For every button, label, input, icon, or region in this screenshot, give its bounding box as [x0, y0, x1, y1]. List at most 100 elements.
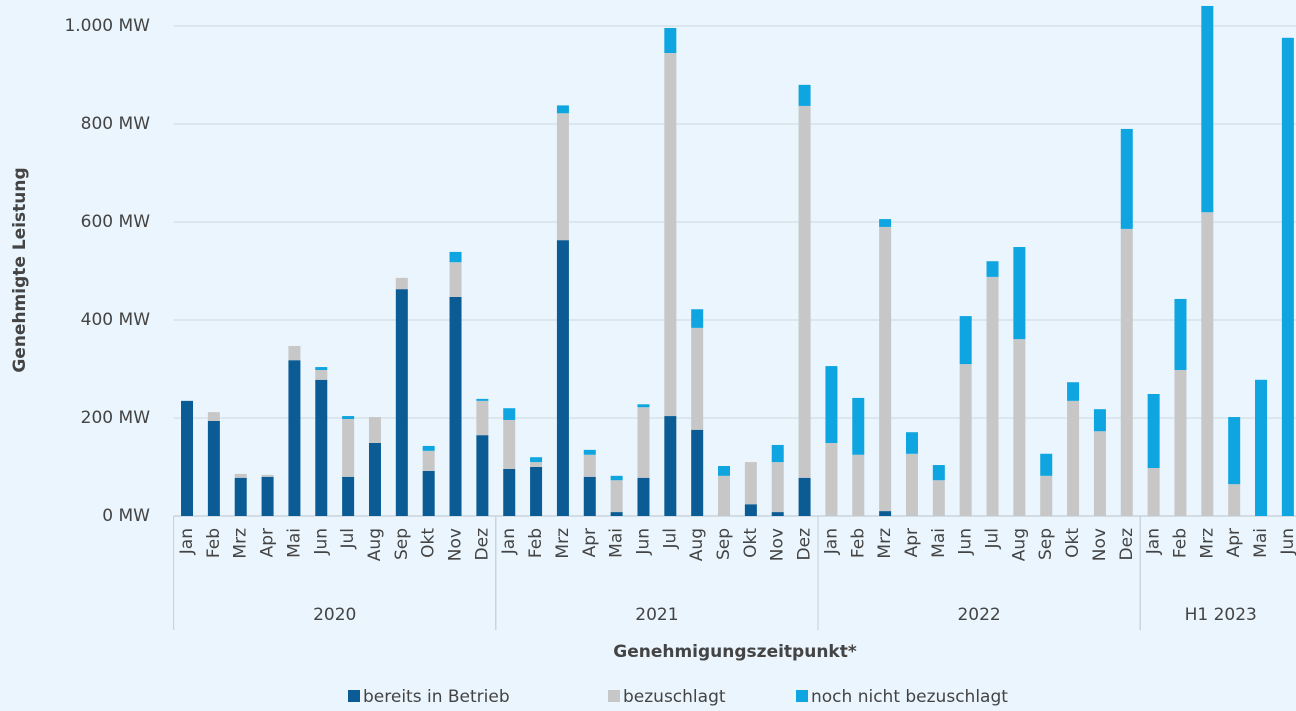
bar-segment	[852, 454, 865, 516]
bar-segment	[503, 468, 516, 516]
x-tick-label: Mrz	[553, 528, 573, 559]
y-tick-label: 0 MW	[102, 506, 150, 526]
bar-segment	[422, 450, 435, 471]
bar-segment	[959, 364, 972, 516]
bar-segment	[530, 462, 543, 468]
group-label: 2022	[957, 605, 1000, 625]
bar-segment	[1013, 247, 1026, 340]
bar-segment	[530, 457, 543, 463]
bar-segment	[181, 400, 194, 516]
x-tick-label: Aug	[365, 528, 385, 561]
x-tick-label: Jan	[177, 528, 197, 555]
x-tick-label: Nov	[768, 528, 788, 561]
x-tick-label: Mai	[1251, 528, 1271, 558]
x-tick-label: Jan	[821, 528, 841, 555]
bar-segment	[637, 407, 650, 478]
bar-segment	[825, 442, 838, 516]
bar-segment	[691, 309, 704, 328]
bar-segment	[1040, 453, 1053, 476]
bar-segment	[476, 435, 489, 516]
bar-segment	[583, 449, 596, 455]
bar-segment	[744, 504, 757, 516]
bar-segment	[637, 404, 650, 408]
bar-segment	[1040, 475, 1053, 516]
bar-segment	[476, 400, 489, 436]
bar-segment	[744, 462, 757, 505]
bar-segment	[1228, 484, 1241, 516]
bar-segment	[691, 429, 704, 516]
x-tick-label: Jul	[660, 528, 680, 550]
legend-swatch	[348, 690, 360, 702]
x-tick-label: Mrz	[231, 528, 251, 559]
bar-segment	[449, 296, 462, 516]
bar-segment	[718, 466, 731, 476]
bar-segment	[342, 418, 355, 477]
x-tick-label: Dez	[1117, 528, 1137, 561]
group-label: 2020	[313, 605, 356, 625]
bar-segment	[1201, 212, 1214, 516]
x-tick-label: Sep	[714, 528, 734, 560]
bar-segment	[798, 477, 811, 516]
x-tick-label: Apr	[258, 528, 278, 557]
y-tick-label: 200 MW	[81, 408, 151, 428]
bar-segment	[905, 453, 918, 516]
bar-segment	[1281, 37, 1294, 516]
bar-segment	[583, 476, 596, 516]
x-tick-label: Okt	[1063, 528, 1083, 558]
bar-segment	[798, 105, 811, 478]
group-label: H1 2023	[1185, 605, 1257, 625]
bar-segment	[1067, 400, 1080, 516]
bar-segment	[315, 369, 328, 380]
x-tick-label: Jun	[311, 528, 331, 556]
x-tick-label: Dez	[795, 528, 815, 561]
bar-segment	[1013, 339, 1026, 516]
bar-segment	[610, 480, 623, 513]
bar-segment	[1067, 382, 1080, 401]
x-tick-label: Jul	[338, 528, 358, 550]
x-tick-label: Feb	[526, 528, 546, 558]
bar-segment	[879, 226, 892, 512]
x-tick-label: Mrz	[1197, 528, 1217, 559]
x-tick-label: Jan	[499, 528, 519, 555]
bar-segment	[1228, 417, 1241, 485]
bar-segment	[503, 419, 516, 469]
bar-segment	[1147, 467, 1160, 516]
bar-segment	[905, 432, 918, 454]
y-tick-label: 400 MW	[81, 310, 151, 330]
legend-label: bereits in Betrieb	[363, 687, 510, 707]
bar-segment	[1093, 409, 1106, 432]
bar-segment	[1174, 369, 1187, 516]
legend-label: bezuschlagt	[623, 687, 726, 707]
x-tick-label: Sep	[392, 528, 412, 560]
bar-segment	[315, 367, 328, 370]
bar-segment	[825, 366, 838, 443]
y-axis-title: Genehmigte Leistung	[10, 167, 30, 372]
x-tick-label: Feb	[204, 528, 224, 558]
bar-segment	[583, 454, 596, 477]
bar-segment	[879, 219, 892, 227]
bar-segment	[395, 277, 408, 290]
bar-segment	[1201, 5, 1214, 213]
bar-segment	[288, 360, 301, 516]
x-tick-label: Mai	[284, 528, 304, 558]
x-tick-label: Jan	[1144, 528, 1164, 555]
x-axis-title: Genehmigungszeitpunkt*	[613, 642, 857, 662]
x-tick-label: Nov	[446, 528, 466, 561]
x-tick-label: Jun	[956, 528, 976, 556]
bar-segment	[637, 477, 650, 516]
bar-segment	[959, 316, 972, 365]
y-tick-label: 800 MW	[81, 114, 151, 134]
bar-segment	[342, 416, 355, 419]
bar-segment	[288, 345, 301, 361]
x-tick-label: Mai	[607, 528, 627, 558]
bar-segment	[234, 477, 247, 516]
x-tick-label: Dez	[472, 528, 492, 561]
bar-segment	[1093, 431, 1106, 516]
bar-segment	[556, 113, 569, 241]
bar-segment	[368, 442, 381, 516]
x-tick-label: Aug	[1009, 528, 1029, 561]
x-tick-label: Nov	[1090, 528, 1110, 561]
bar-segment	[771, 462, 784, 513]
bar-segment	[879, 511, 892, 516]
